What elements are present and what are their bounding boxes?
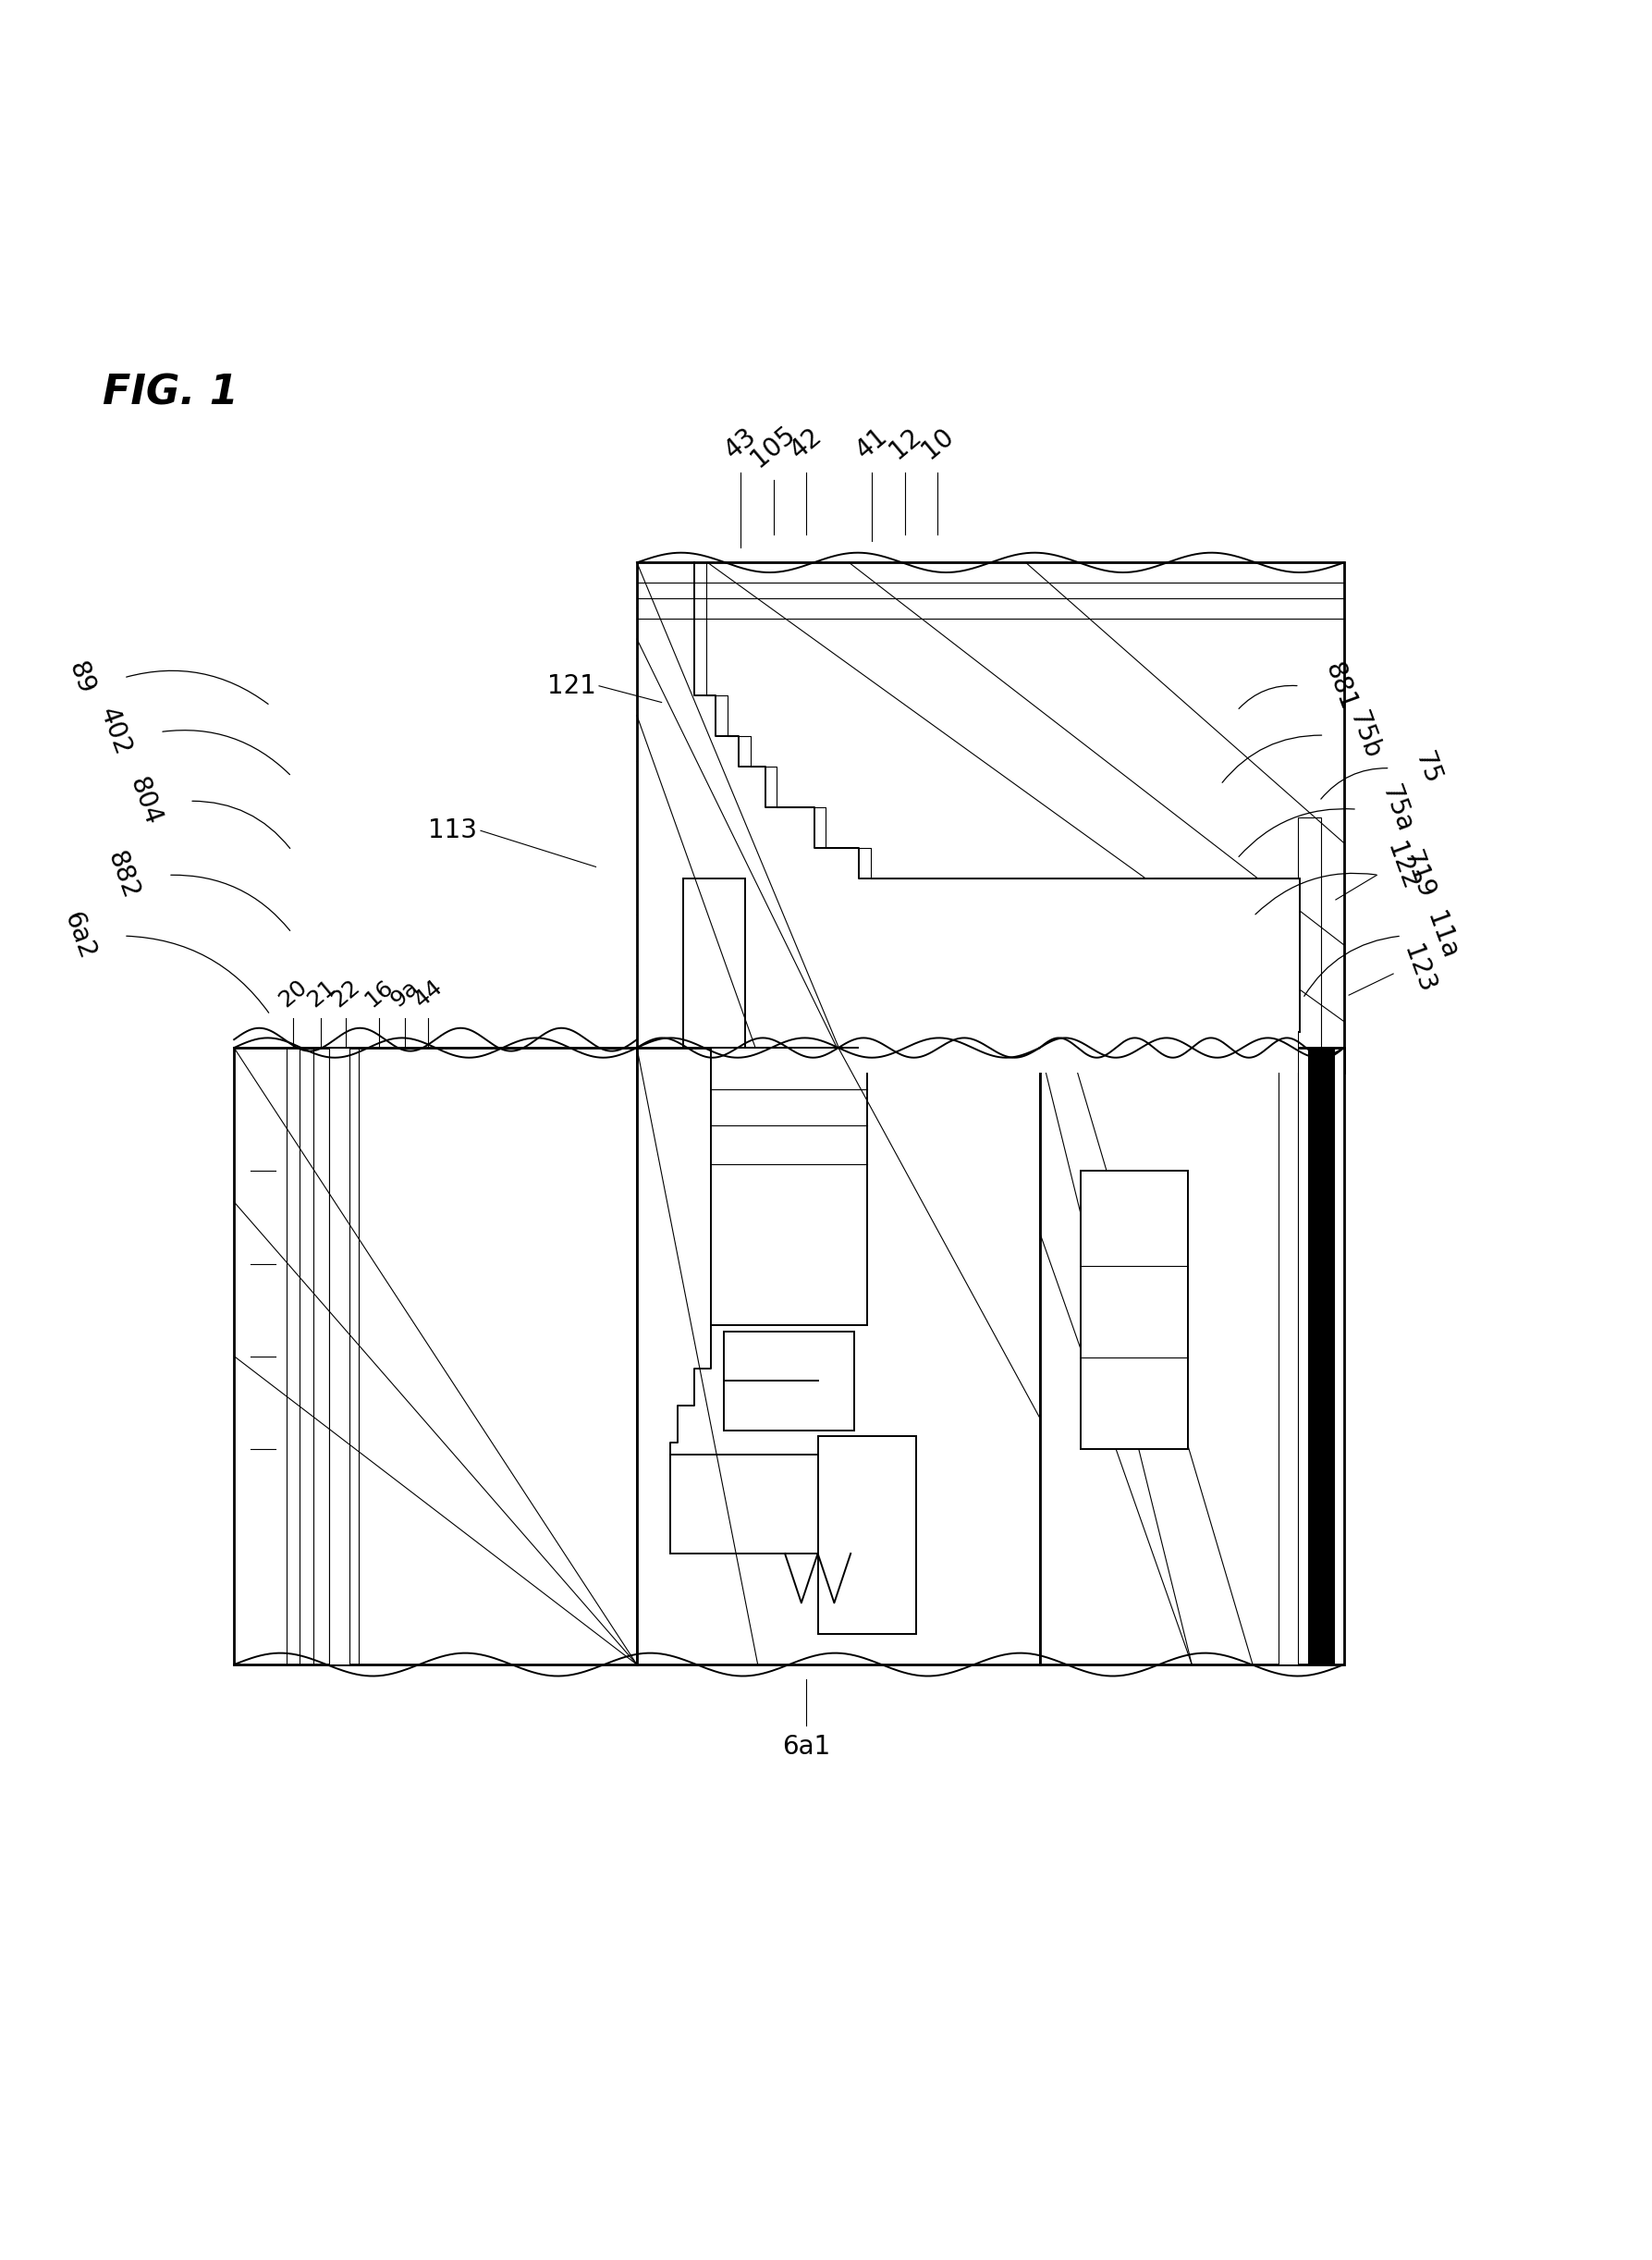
Text: 10: 10 — [917, 423, 958, 463]
Text: 44: 44 — [410, 976, 446, 1012]
Text: 20: 20 — [274, 976, 312, 1012]
Bar — [724, 1331, 854, 1431]
Text: 42: 42 — [785, 423, 828, 463]
Text: 11a: 11a — [1421, 909, 1462, 963]
Text: 719: 719 — [1398, 848, 1439, 902]
Text: 43: 43 — [720, 423, 762, 463]
Bar — [1279, 1049, 1298, 1666]
Text: 881: 881 — [1320, 658, 1360, 714]
Bar — [818, 1437, 917, 1634]
Text: 113: 113 — [428, 818, 477, 843]
Text: 22: 22 — [327, 976, 365, 1012]
Text: 402: 402 — [94, 705, 135, 759]
Bar — [638, 563, 1345, 1074]
Text: 121: 121 — [547, 673, 596, 698]
Bar — [710, 1049, 867, 1324]
Bar — [1298, 818, 1322, 1074]
Text: 9a: 9a — [387, 976, 423, 1012]
Text: 75b: 75b — [1345, 707, 1384, 762]
Text: 21: 21 — [302, 976, 340, 1012]
Text: 105: 105 — [747, 420, 801, 472]
Bar — [682, 879, 745, 1074]
Text: 123: 123 — [1398, 942, 1439, 997]
Bar — [859, 879, 1298, 1074]
Text: 41: 41 — [851, 423, 892, 463]
Bar — [329, 1049, 349, 1666]
Bar — [1155, 879, 1300, 1031]
Text: 12: 12 — [884, 423, 925, 463]
Bar — [669, 1455, 859, 1553]
Bar — [638, 1049, 1039, 1666]
Text: 75a: 75a — [1376, 782, 1417, 836]
Text: 6a2: 6a2 — [58, 909, 99, 963]
Text: FIG. 1: FIG. 1 — [102, 373, 238, 414]
Text: 804: 804 — [124, 773, 165, 829]
Bar — [1039, 1049, 1345, 1666]
Text: 6a1: 6a1 — [781, 1733, 831, 1761]
Bar — [1080, 1171, 1188, 1449]
Bar — [235, 1049, 638, 1666]
Text: 75: 75 — [1409, 748, 1446, 789]
Text: 882: 882 — [102, 848, 144, 902]
Text: 16: 16 — [360, 976, 396, 1012]
Bar — [1308, 1049, 1335, 1666]
Text: 122: 122 — [1381, 838, 1422, 895]
Text: 89: 89 — [64, 658, 99, 698]
